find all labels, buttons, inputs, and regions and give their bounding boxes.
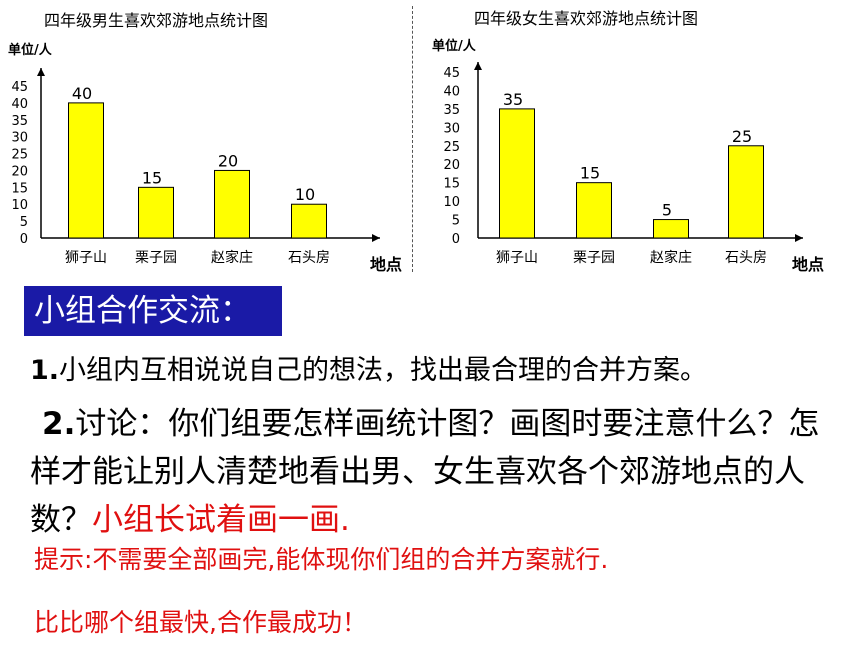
task-2-text: 讨论：你们组要怎样画统计图？画图时要注意什么？怎样才能让别人清楚地看出男、女生喜… xyxy=(30,406,820,538)
boys-y-tick-label: 20 xyxy=(11,164,28,179)
boys-y-tick-label: 5 xyxy=(20,215,28,230)
girls-y-tick-label: 10 xyxy=(443,195,460,210)
boys-bar-value-label: 10 xyxy=(295,185,315,204)
girls-y-tick-label: 0 xyxy=(452,232,460,247)
task-1: 1.小组内互相说说自己的想法，找出最合理的合并方案。 xyxy=(30,348,860,387)
boys-y-tick-label: 15 xyxy=(11,181,28,196)
girls-y-tick-label: 45 xyxy=(443,66,460,81)
boys-bar xyxy=(214,169,250,239)
boys-y-tick-label: 35 xyxy=(11,114,28,129)
boys-y-tick-label: 0 xyxy=(20,232,28,247)
girls-bar-value-label: 35 xyxy=(503,90,523,109)
girls-y-tick-label: 15 xyxy=(443,177,460,192)
hint-text: 提示:不需要全部画完,能体现你们组的合并方案就行. xyxy=(34,545,609,574)
girls-bar-value-label: 25 xyxy=(732,127,752,146)
girls-bar xyxy=(653,219,689,239)
discussion-banner: 小组合作交流： xyxy=(24,286,282,336)
girls-y-axis-arrow xyxy=(474,62,482,70)
boys-x-tick-label: 石头房 xyxy=(288,250,330,266)
girls-y-tick-label: 35 xyxy=(443,103,460,118)
girls-y-axis-label: 单位/人 xyxy=(432,38,477,54)
boys-y-axis-arrow xyxy=(37,68,45,76)
boys-x-tick-label: 栗子园 xyxy=(135,250,177,266)
boys-x-tick-label: 赵家庄 xyxy=(211,249,253,266)
girls-y-tick-label: 40 xyxy=(443,84,460,99)
boys-bar xyxy=(291,203,327,239)
boys-y-tick-label: 10 xyxy=(11,198,28,213)
girls-x-axis-arrow xyxy=(795,234,803,242)
girls-y-tick-label: 5 xyxy=(452,214,460,229)
boys-y-tick-label: 40 xyxy=(11,97,28,112)
boys-chart-title: 四年级男生喜欢郊游地点统计图 xyxy=(44,11,268,30)
chart-divider xyxy=(412,6,413,272)
girls-x-axis-label: 地点 xyxy=(792,255,824,274)
cheer-text: 比比哪个组最快,合作最成功！ xyxy=(34,608,367,637)
boys-x-axis-label: 地点 xyxy=(370,255,402,274)
boys-x-tick-label: 狮子山 xyxy=(65,250,107,266)
girls-bar xyxy=(576,182,612,239)
task-1-text: 小组内互相说说自己的想法，找出最合理的合并方案。 xyxy=(59,355,708,386)
girls-bar xyxy=(499,108,535,239)
boys-y-tick-label: 30 xyxy=(11,131,28,146)
girls-chart: 四年级女生喜欢郊游地点统计图单位/人 0 5 10 15 20 25 30 35 40 45 35 狮子… xyxy=(420,0,860,284)
girls-y-tick-label: 30 xyxy=(443,121,460,136)
girls-x-tick-label: 石头房 xyxy=(725,250,767,266)
task-2: 2.讨论：你们组要怎样画统计图？画图时要注意什么？怎样才能让别人清楚地看出男、女… xyxy=(30,400,850,544)
boys-y-tick-label: 25 xyxy=(11,148,28,163)
boys-bar xyxy=(68,102,104,239)
boys-bar-value-label: 15 xyxy=(142,168,162,187)
girls-bar xyxy=(728,145,764,239)
task-2-red-text: 小组长试着画一画. xyxy=(92,502,350,538)
boys-chart: 四年级男生喜欢郊游地点统计图 单位/人 0 5 10 15 20 25 30 35 40 45 40 狮子… xyxy=(0,0,410,284)
girls-bar-value-label: 5 xyxy=(662,201,672,220)
boys-x-axis-arrow xyxy=(372,234,380,242)
boys-y-axis-label: 单位/人 xyxy=(8,42,53,58)
boys-bar-value-label: 20 xyxy=(218,151,238,170)
boys-bar-value-label: 40 xyxy=(72,84,92,103)
boys-y-tick-label: 45 xyxy=(11,80,28,95)
girls-x-tick-label: 赵家庄 xyxy=(650,249,692,266)
task-2-number: 2. xyxy=(42,406,76,442)
task-1-number: 1. xyxy=(30,355,60,386)
girls-chart-title: 四年级女生喜欢郊游地点统计图 xyxy=(474,9,698,28)
girls-x-tick-label: 栗子园 xyxy=(573,250,615,266)
girls-bar-value-label: 15 xyxy=(580,164,600,183)
girls-y-tick-label: 20 xyxy=(443,158,460,173)
girls-y-tick-label: 25 xyxy=(443,140,460,155)
girls-x-tick-label: 狮子山 xyxy=(496,250,538,266)
boys-bar xyxy=(138,186,174,239)
